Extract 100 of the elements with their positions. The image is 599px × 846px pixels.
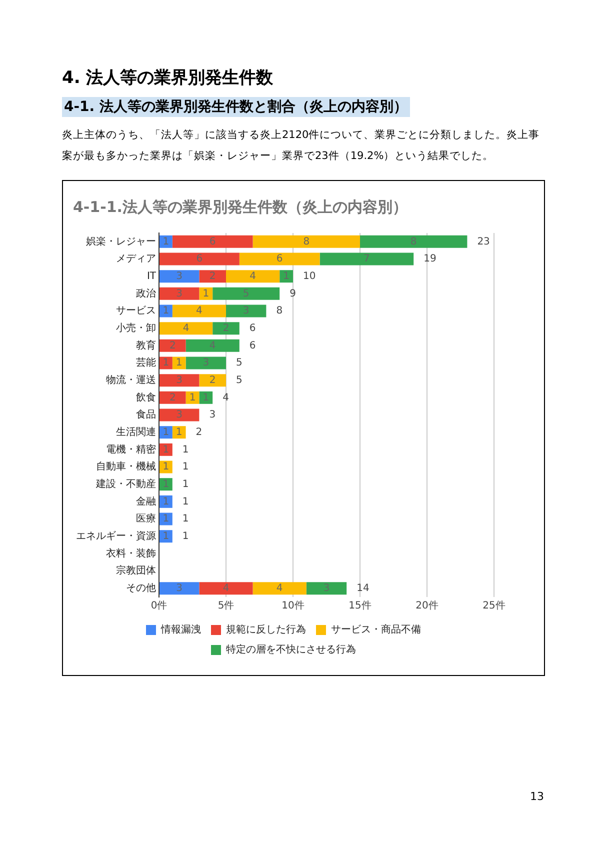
text: 4-1. 法人等の業界別発生件数と割合（炎上の内容別） [62,97,410,117]
text: 炎上主体のうち、「法人等」に該当する炎上2120件について、業界ごとに分類しました。炎上事案が最も多かった業界は「娯楽・レジャー」業界で23件（19.2%）という結果でした。 [62,128,541,164]
data-label: 3 [176,288,183,300]
text: 13 [530,790,544,803]
x-tick-label: 0件 [150,600,168,612]
y-tick-label: 飲食 [136,391,156,404]
total-label: 1 [182,478,189,490]
data-label: 6 [209,236,216,248]
data-label: 1 [176,426,182,438]
bar [160,252,240,266]
y-tick-label: メディア [116,254,156,265]
y-tick-label: 芸能 [136,356,156,369]
data-label: 1 [162,358,170,369]
bar [160,408,200,422]
y-tick-label: 建設・不動産 [95,478,156,490]
data-label: 3 [176,374,183,386]
total-label: 1 [182,496,189,508]
bar [306,582,347,595]
data-label: 3 [176,270,183,282]
total-label: 3 [209,410,216,421]
data-label: 4 [209,340,216,352]
y-tick-label: 自動車・機械 [96,460,156,473]
bar [280,270,293,283]
data-label: 4 [222,582,230,594]
legend-label: 規範に反した行為 [226,624,306,636]
data-label: 8 [303,236,310,248]
total-label: 1 [182,530,189,542]
data-label: 3 [323,582,330,594]
y-tick-label: 物流・運送 [106,374,156,386]
y-tick-label: 娯楽・レジャー [86,235,156,248]
data-label: 2 [222,322,230,334]
data-label: 4 [196,306,202,317]
bar [160,426,172,439]
y-tick-label: IT [146,270,157,282]
data-label: 1 [162,236,170,248]
data-label: 3 [242,306,250,317]
y-tick-label: 衣料・装飾 [106,547,156,560]
bar [160,322,213,335]
bar [160,530,172,543]
data-label: 1 [162,478,170,490]
bar [160,495,172,508]
bar [186,339,240,352]
total-label: 8 [276,306,283,317]
total-label: 9 [290,288,296,300]
total-label: 14 [356,582,370,594]
text: 4. 法人等の業界別発生件数 [62,67,274,89]
y-tick-label: サービス [116,306,156,317]
bar [212,287,280,300]
total-label: 10 [303,270,316,282]
y-tick-label: エネルギー・資源 [76,530,156,542]
bar [320,252,414,266]
data-label: 1 [162,426,170,438]
y-tick-label: 教育 [136,339,156,352]
data-label: 1 [189,392,196,404]
y-tick-label: その他 [126,582,156,594]
bar [252,235,360,248]
x-tick-label: 5件 [218,600,234,612]
data-label: 1 [162,496,170,508]
data-label: 1 [162,306,170,317]
bar [160,478,172,491]
data-label: 1 [202,288,210,300]
x-tick-label: 20件 [416,600,438,612]
data-label: 2 [209,374,216,386]
total-label: 6 [249,322,256,334]
total-label: 5 [236,358,242,369]
data-label: 5 [242,288,250,300]
bar [226,304,266,318]
bar [212,322,240,335]
chart-title: 4-1-1.法人等の業界別発生件数（炎上の内容別） [73,198,408,216]
data-label: 2 [209,270,216,282]
data-label: 2 [169,392,176,404]
data-label: 4 [276,582,283,594]
x-tick-label: 25件 [482,600,506,612]
data-label: 8 [410,236,417,248]
bar [199,374,226,387]
total-label: 23 [477,236,490,248]
data-label: 1 [202,392,210,404]
data-label: 3 [202,358,210,369]
y-tick-label: 医療 [136,512,156,525]
data-label: 1 [162,444,170,456]
data-label: 1 [162,462,170,473]
total-label: 6 [249,340,256,352]
bar [172,426,186,439]
data-label: 7 [364,254,370,265]
bar [160,235,172,248]
bar [360,235,468,248]
data-label: 1 [283,270,290,282]
x-tick-label: 10件 [282,600,304,612]
total-label: 1 [182,444,189,456]
total-label: 4 [222,392,229,404]
data-label: 1 [162,514,170,525]
bar [252,582,306,595]
y-tick-label: 小売・卸 [116,322,156,334]
data-label: 4 [250,270,256,282]
bar [160,270,200,283]
data-label: 1 [176,358,182,369]
bar [199,582,253,595]
bar [160,582,200,595]
data-label: 4 [182,322,190,334]
bar [226,270,280,283]
